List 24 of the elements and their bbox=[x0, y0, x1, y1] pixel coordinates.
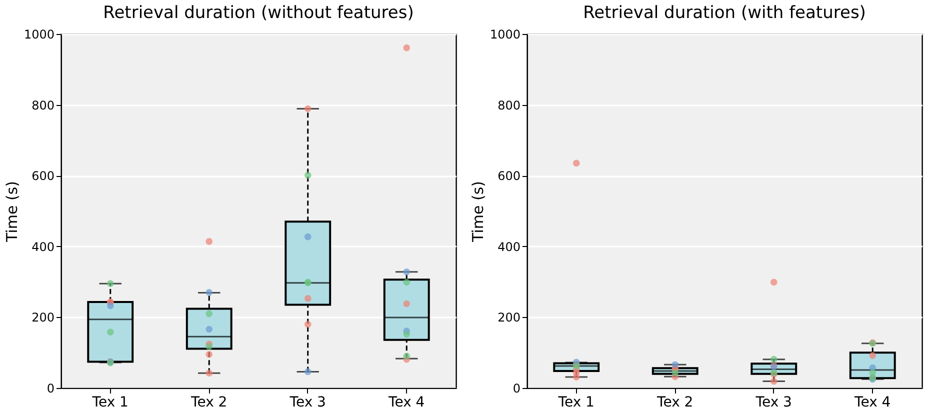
x-tick-label: Tex 4 bbox=[388, 394, 425, 409]
y-axis-title: Time (s) bbox=[468, 181, 487, 243]
x-tick-label: Tex 1 bbox=[557, 394, 594, 409]
x-tick-label: Tex 1 bbox=[91, 394, 128, 409]
x-tick-label: Tex 3 bbox=[754, 394, 792, 409]
y-tick-label: 1000 bbox=[24, 28, 54, 42]
y-tick-label: 800 bbox=[32, 98, 54, 112]
y-tick-label: 0 bbox=[46, 382, 54, 396]
y-tick-label: 400 bbox=[498, 240, 520, 254]
y-tick-label: 0 bbox=[512, 382, 520, 396]
x-tick-label: Tex 2 bbox=[190, 394, 228, 409]
x-tick-label: Tex 3 bbox=[288, 394, 326, 409]
y-tick-label: 200 bbox=[32, 310, 54, 325]
x-tick-label: Tex 4 bbox=[854, 394, 891, 409]
y-tick-label: 1000 bbox=[490, 28, 520, 42]
y-tick-label: 600 bbox=[498, 169, 520, 184]
y-tick-label: 600 bbox=[32, 169, 54, 184]
y-tick-label: 400 bbox=[32, 240, 54, 254]
chart-title: Retrieval duration (with features) bbox=[583, 3, 866, 23]
y-axis-title: Time (s) bbox=[2, 181, 21, 243]
y-tick-label: 800 bbox=[498, 98, 520, 112]
y-tick-label: 200 bbox=[498, 310, 520, 325]
x-tick-label: Tex 2 bbox=[656, 394, 694, 409]
chart-title: Retrieval duration (without features) bbox=[103, 3, 414, 23]
